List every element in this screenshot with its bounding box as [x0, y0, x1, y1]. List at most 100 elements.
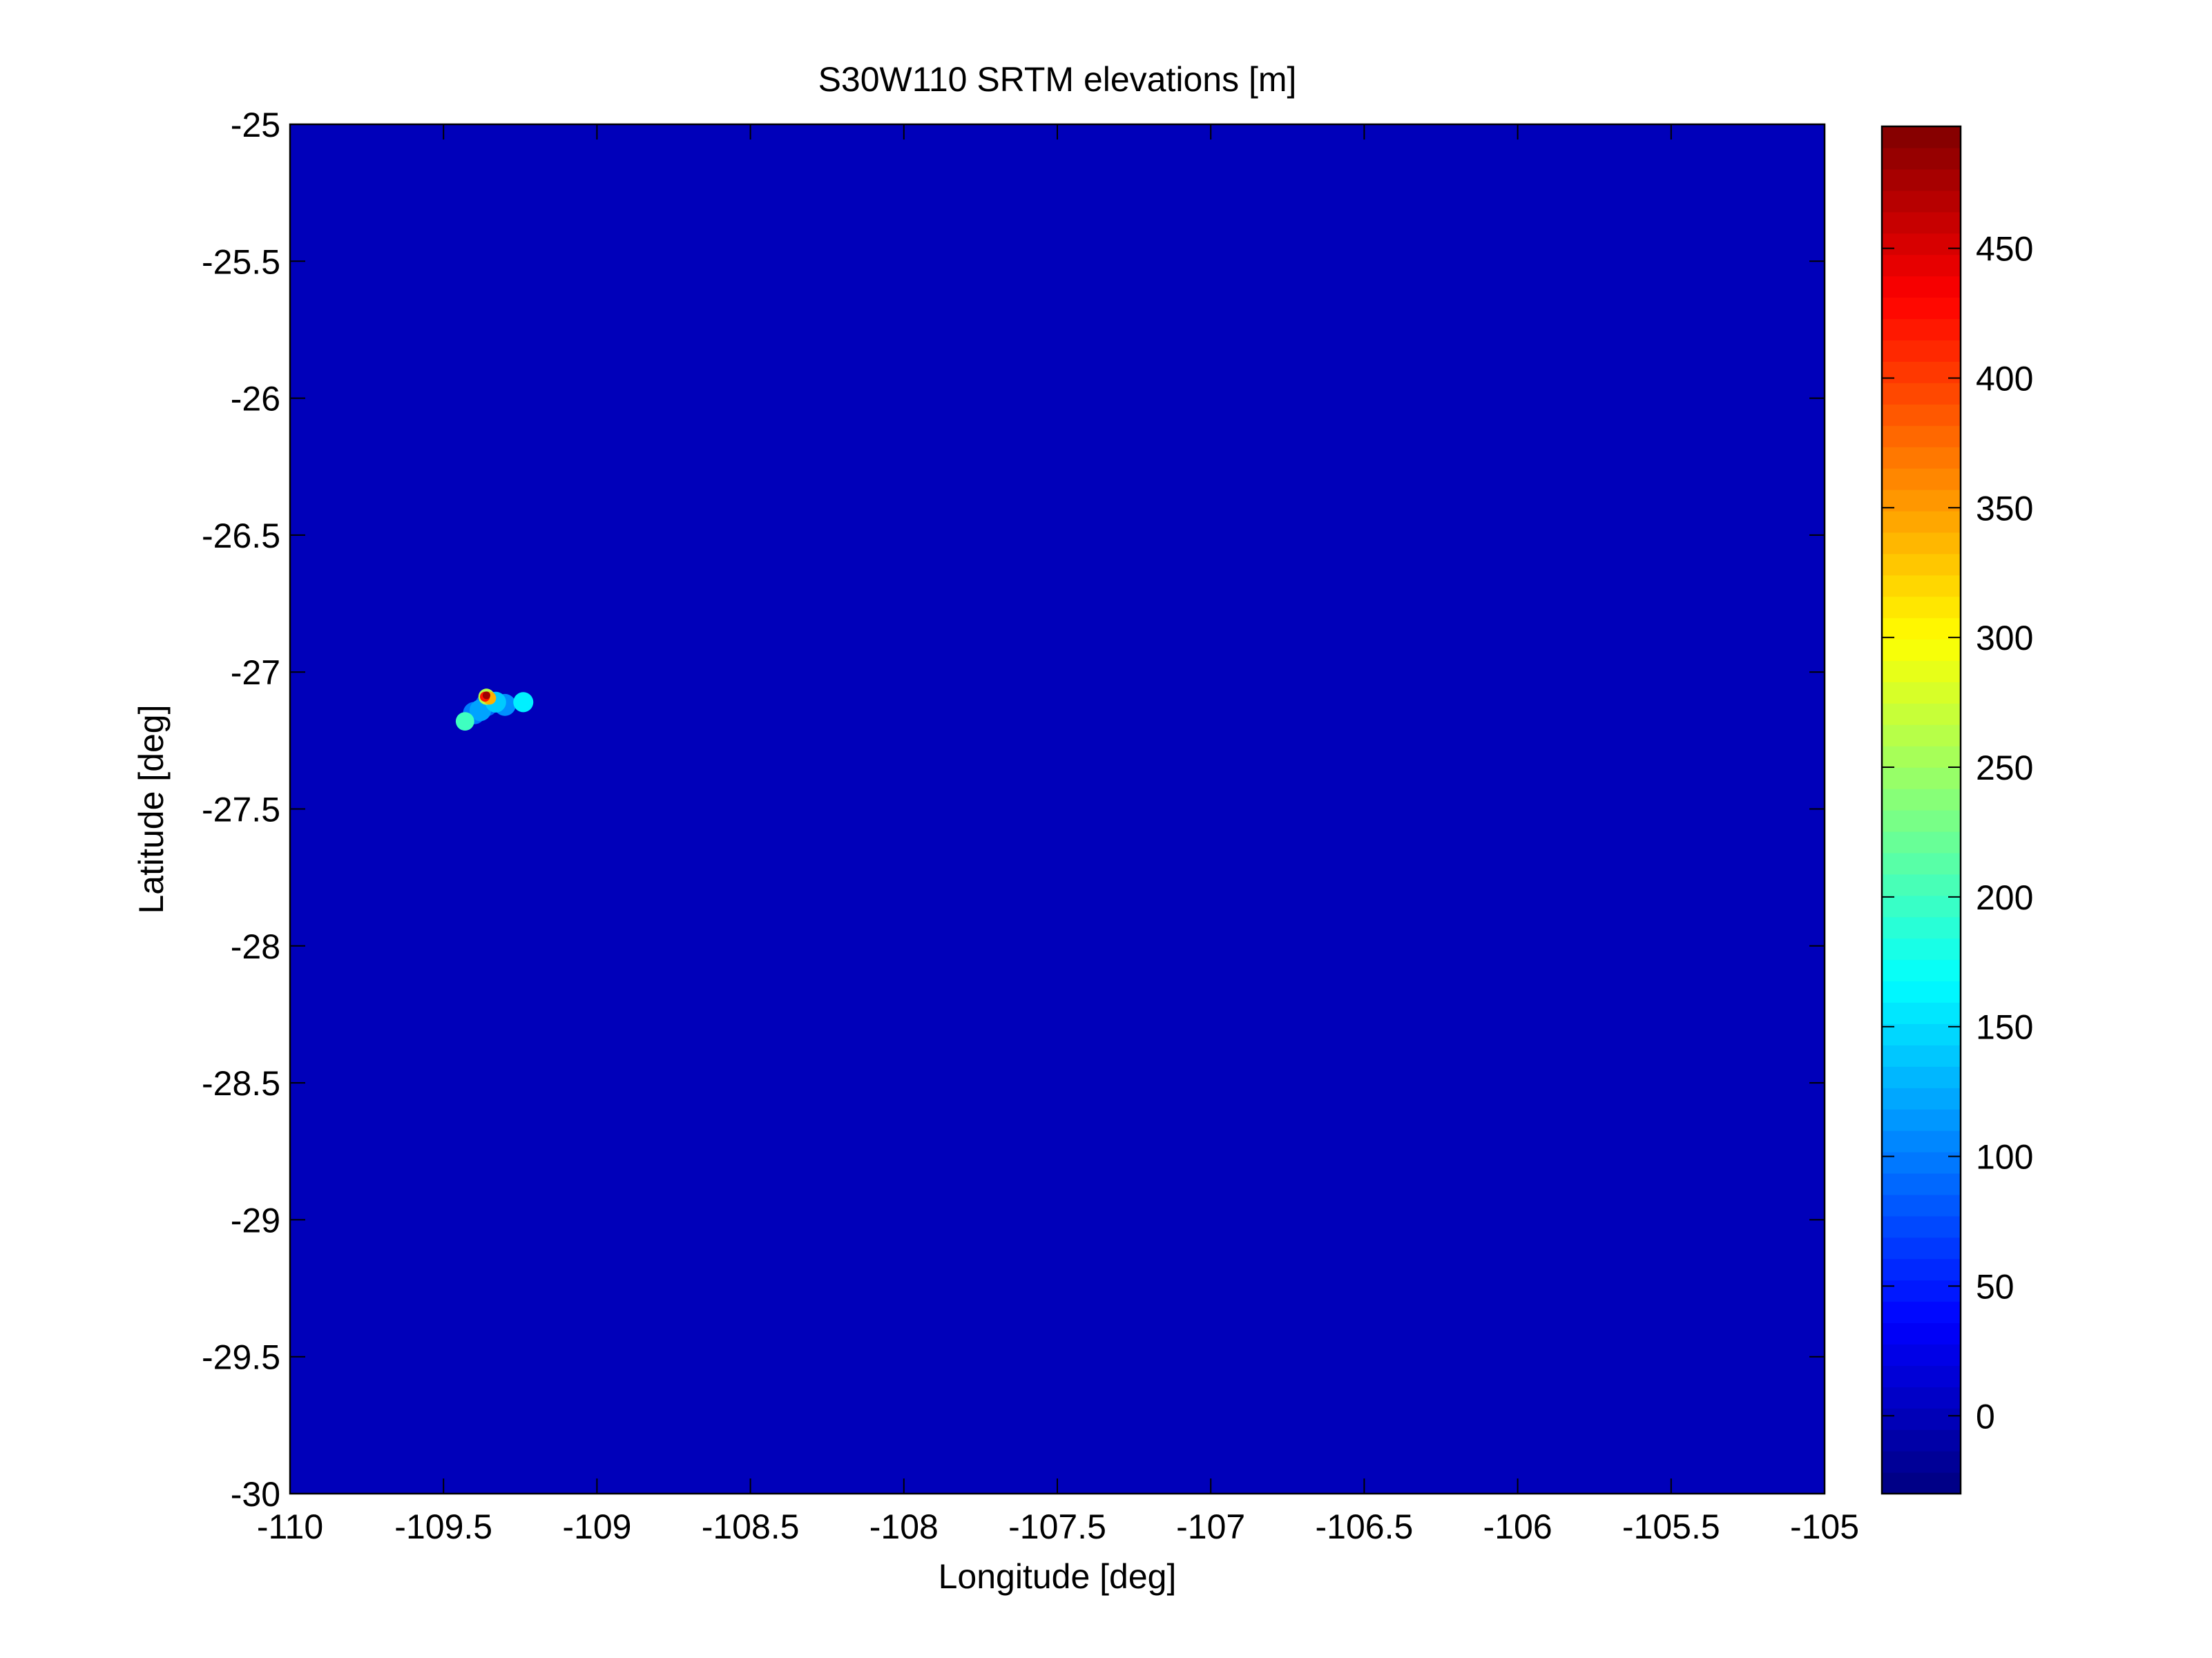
colorbar-segment	[1882, 767, 1961, 789]
colorbar-segment	[1882, 981, 1961, 1003]
x-tick-label: -109.5	[394, 1507, 492, 1546]
colorbar-segment	[1882, 447, 1961, 469]
colorbar-segment	[1882, 789, 1961, 811]
y-tick-label: -29.5	[202, 1338, 280, 1377]
colorbar-segment	[1882, 211, 1961, 234]
colorbar-segment	[1882, 510, 1961, 533]
colorbar-segment	[1882, 959, 1961, 982]
colorbar-segment	[1882, 810, 1961, 832]
colorbar-segment	[1882, 1344, 1961, 1366]
colorbar-segment	[1882, 874, 1961, 896]
colorbar-segment	[1882, 1408, 1961, 1430]
colorbar-segment	[1882, 1130, 1961, 1153]
colorbar-tick-label: 250	[1976, 749, 2033, 787]
y-tick-label: -30	[231, 1475, 280, 1514]
y-tick-label: -28	[231, 927, 280, 966]
elevation-map	[290, 124, 1825, 1494]
colorbar-segment	[1882, 1152, 1961, 1174]
colorbar-segment	[1882, 682, 1961, 704]
colorbar-tick-label: 50	[1976, 1267, 2014, 1306]
colorbar-segment	[1882, 1429, 1961, 1452]
colorbar-segment	[1882, 1472, 1961, 1494]
colorbar-frame	[1881, 125, 1962, 1495]
x-axis-ticks: -110 -109.5 -109 -108.5 -108 -107.5 -107 -106.5…	[257, 124, 1859, 1546]
colorbar-segment	[1882, 938, 1961, 961]
elevation-point	[482, 691, 490, 700]
colorbar-ticks: 0 50 100 150 200 250 300 350 400 450	[1882, 230, 2033, 1436]
x-tick-label: -107	[1176, 1507, 1245, 1546]
colorbar-segment	[1882, 1237, 1961, 1260]
colorbar-segment	[1882, 318, 1961, 340]
colorbar-segment	[1882, 596, 1961, 619]
colorbar-segment	[1882, 1322, 1961, 1345]
elevation-point	[513, 692, 534, 713]
colorbar-segment	[1882, 233, 1961, 256]
colorbar-segment	[1882, 1045, 1961, 1067]
x-tick-label: -106	[1483, 1507, 1552, 1546]
colorbar-segment	[1882, 1002, 1961, 1024]
x-axis-label: Longitude [deg]	[939, 1557, 1177, 1596]
x-tick-label: -109	[562, 1507, 631, 1546]
colorbar-segment	[1882, 575, 1961, 597]
y-tick-label: -28.5	[202, 1064, 280, 1103]
y-tick-label: -29	[231, 1201, 280, 1240]
colorbar-segment	[1882, 1066, 1961, 1088]
colorbar-segment	[1882, 1301, 1961, 1324]
colorbar-segment	[1882, 489, 1961, 512]
y-tick-label: -27.5	[202, 791, 280, 829]
colorbar-segment	[1882, 126, 1961, 148]
colorbar-segment	[1882, 746, 1961, 768]
colorbar-segment	[1882, 254, 1961, 277]
colorbar-segment	[1882, 852, 1961, 875]
x-tick-label: -105.5	[1622, 1507, 1720, 1546]
colorbar-tick-label: 350	[1976, 489, 2033, 528]
island-features	[455, 688, 534, 731]
colorbar-segment	[1882, 1215, 1961, 1238]
colorbar-segment	[1882, 1387, 1961, 1409]
colorbar	[1882, 126, 1961, 1494]
colorbar-segment	[1882, 617, 1961, 640]
x-tick-label: -106.5	[1316, 1507, 1414, 1546]
y-axis-label: Latitude [deg]	[132, 704, 171, 914]
colorbar-segment	[1882, 1023, 1961, 1045]
colorbar-segment	[1882, 1173, 1961, 1195]
colorbar-segment	[1882, 895, 1961, 918]
colorbar-segment	[1882, 1194, 1961, 1217]
colorbar-segment	[1882, 147, 1961, 170]
colorbar-segment	[1882, 340, 1961, 362]
colorbar-segment	[1882, 1258, 1961, 1281]
x-tick-label: -108.5	[702, 1507, 800, 1546]
colorbar-segment	[1882, 1280, 1961, 1302]
x-tick-label: -110	[257, 1507, 323, 1546]
colorbar-tick-label: 200	[1976, 878, 2033, 917]
colorbar-segment	[1882, 276, 1961, 298]
y-axis-ticks: -25 -25.5 -26 -26.5 -27 -27.5 -28 -28.5 -29 -29.5…	[202, 106, 1825, 1514]
colorbar-segment	[1882, 831, 1961, 854]
colorbar-segment	[1882, 703, 1961, 725]
colorbar-segment	[1882, 361, 1961, 383]
colorbar-segment	[1882, 724, 1961, 746]
colorbar-tick-label: 400	[1976, 359, 2033, 398]
colorbar-segment	[1882, 916, 1961, 939]
x-tick-label: -108	[869, 1507, 939, 1546]
colorbar-segment	[1882, 404, 1961, 426]
colorbar-tick-label: 0	[1976, 1397, 1995, 1436]
y-tick-label: -26	[231, 380, 280, 418]
colorbar-segment	[1882, 1365, 1961, 1387]
colorbar-segment	[1882, 1451, 1961, 1473]
y-tick-label: -25	[231, 106, 280, 144]
colorbar-segment	[1882, 639, 1961, 662]
colorbar-segment	[1882, 1088, 1961, 1110]
y-tick-label: -27	[231, 653, 280, 692]
colorbar-segment	[1882, 1109, 1961, 1131]
colorbar-segment	[1882, 297, 1961, 320]
colorbar-segment	[1882, 190, 1961, 213]
colorbar-segment	[1882, 553, 1961, 576]
colorbar-tick-label: 450	[1976, 230, 2033, 269]
chart-title: S30W110 SRTM elevations [m]	[818, 60, 1297, 99]
colorbar-segment	[1882, 168, 1961, 191]
colorbar-segment	[1882, 383, 1961, 405]
x-tick-label: -107.5	[1008, 1507, 1106, 1546]
colorbar-tick-label: 300	[1976, 619, 2033, 657]
